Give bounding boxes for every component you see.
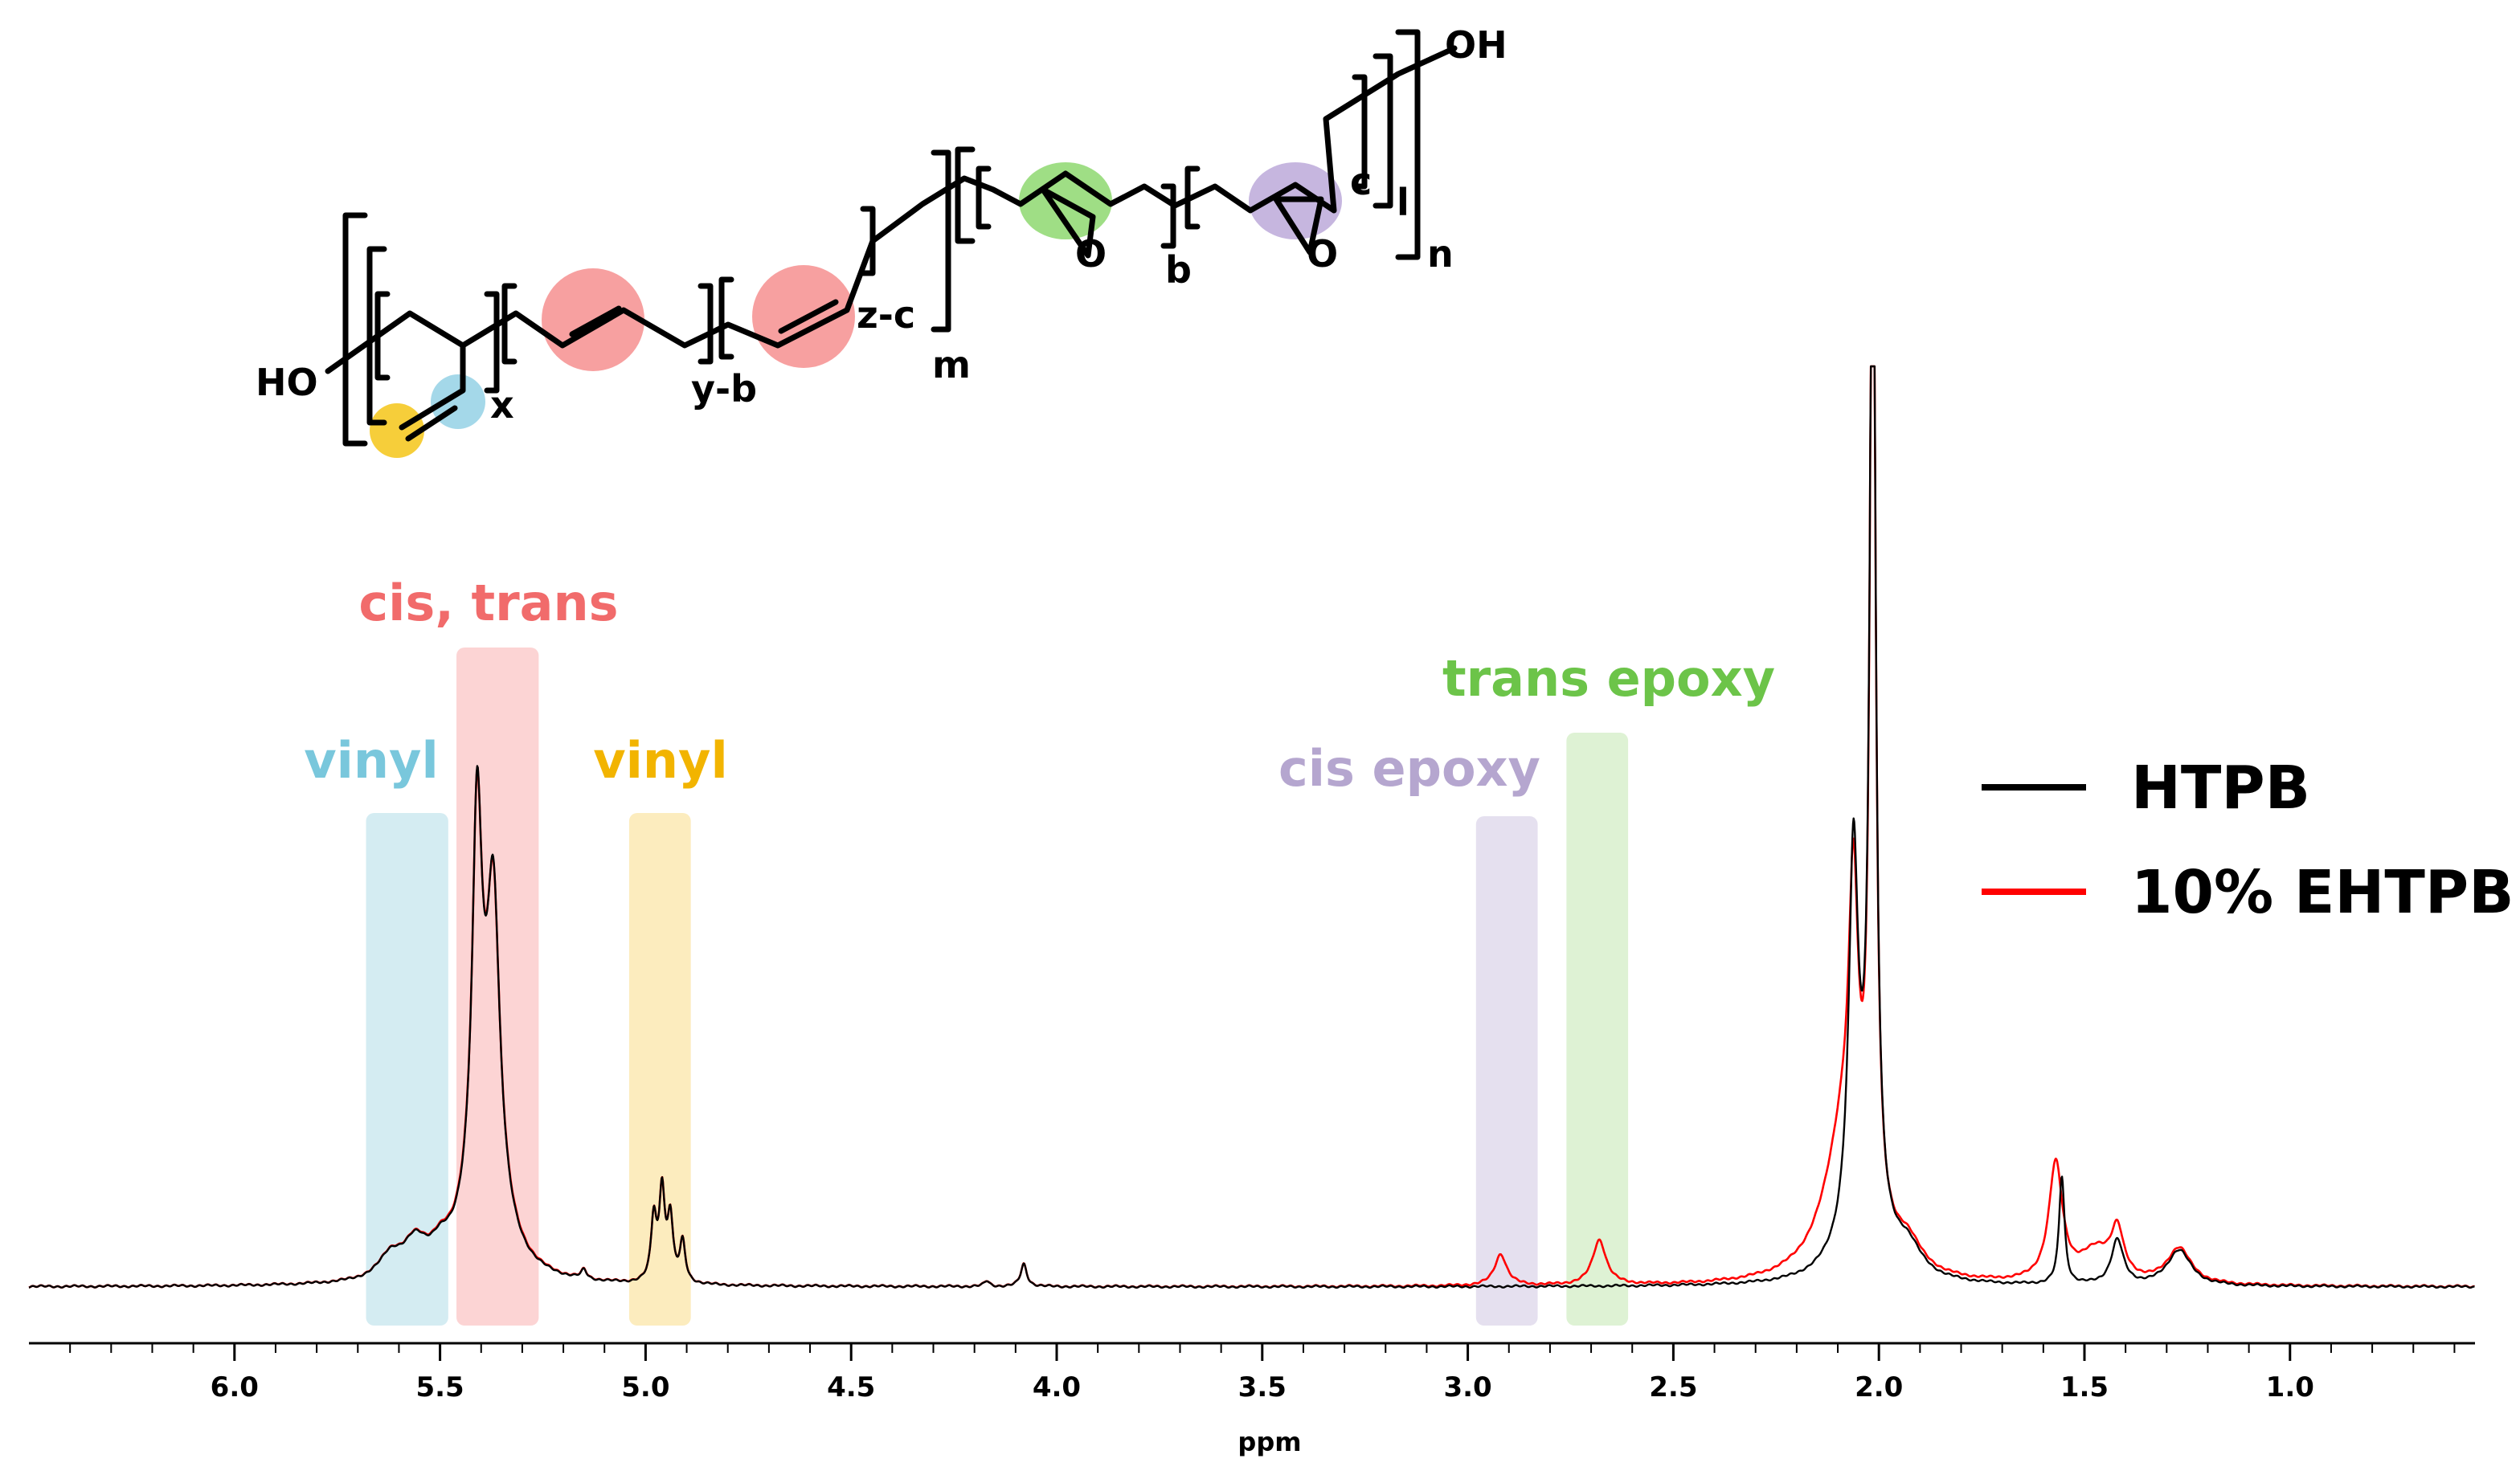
band-label-cis-epoxy: cis epoxy bbox=[1278, 739, 1540, 798]
subscript-c-label: c bbox=[1350, 160, 1372, 203]
ehtpb-structure-diagram: HO OH x y-b z-c m b c l n O O bbox=[256, 23, 1508, 458]
spectrum-series bbox=[28, 365, 2475, 1289]
highlight-band-trans-epoxy bbox=[1566, 733, 1629, 1326]
subscript-x-label: x bbox=[490, 383, 514, 427]
epoxide-oxygen-label-1: O bbox=[1075, 232, 1107, 276]
series-line-htpb bbox=[28, 365, 2475, 1289]
subscript-b-label: b bbox=[1165, 248, 1192, 292]
x-tick-label-6.0: 6.0 bbox=[211, 1371, 259, 1403]
bracket-l-right bbox=[1372, 53, 1393, 209]
vinyl-side-chain bbox=[399, 342, 466, 431]
hydroxyl-left-label: HO bbox=[256, 361, 318, 404]
bracket-b-left bbox=[976, 165, 992, 230]
bracket-b-right bbox=[1160, 183, 1176, 249]
highlight-bands bbox=[366, 648, 1629, 1326]
polymer-backbone bbox=[325, 45, 1458, 374]
bracket-l-left bbox=[955, 146, 976, 244]
bracket-c-right bbox=[1352, 74, 1368, 190]
x-axis: 6.0 5.5 5.0 4.5 4.0 3.5 3.0 2.5 2.0 1.5 1.0 ppm bbox=[29, 1342, 2475, 1457]
x-tick-label-5.0: 5.0 bbox=[621, 1371, 669, 1403]
vinyl-end-highlight bbox=[370, 403, 424, 458]
bracket-m-right bbox=[931, 149, 951, 333]
subscript-n-label: n bbox=[1427, 232, 1454, 276]
alkene-double-bond-2 bbox=[778, 299, 839, 334]
x-axis-ticks: 6.0 5.5 5.0 4.5 4.0 3.5 3.0 2.5 2.0 1.5 1.0 bbox=[69, 1343, 2456, 1403]
bracket-n-right bbox=[1395, 29, 1421, 260]
highlight-band-vinyl bbox=[366, 813, 448, 1326]
x-tick-label-1.0: 1.0 bbox=[2266, 1371, 2314, 1403]
cis-epoxide-ring bbox=[1273, 196, 1324, 255]
x-tick-label-3.0: 3.0 bbox=[1443, 1371, 1491, 1403]
trans-epoxide-ring bbox=[1040, 186, 1096, 259]
subscript-zc-label: z-c bbox=[857, 293, 915, 337]
subscript-m-label: m bbox=[932, 343, 971, 386]
x-axis-title: ppm bbox=[1238, 1427, 1301, 1457]
nmr-spectrum-chart: vinyl cis, trans vinyl cis epoxy trans epoxy… bbox=[28, 365, 2514, 1457]
band-label-vinyl: vinyl bbox=[593, 731, 727, 790]
highlight-band-vinyl bbox=[628, 813, 691, 1326]
x-tick-label-2.0: 2.0 bbox=[1855, 1371, 1903, 1403]
band-labels: vinyl cis, trans vinyl cis epoxy trans epoxy bbox=[304, 574, 1775, 798]
bracket-yb-left bbox=[501, 283, 518, 365]
vinyl-double-bond bbox=[405, 405, 458, 442]
x-tick-label-4.5: 4.5 bbox=[827, 1371, 875, 1403]
legend-label-10-ehtpb: 10% EHTPB bbox=[2131, 858, 2514, 927]
bracket-x-right bbox=[484, 291, 500, 394]
x-tick-label-5.5: 5.5 bbox=[415, 1371, 464, 1403]
x-tick-label-1.5: 1.5 bbox=[2060, 1371, 2109, 1403]
x-tick-label-4.0: 4.0 bbox=[1033, 1371, 1081, 1403]
hydroxyl-right-label: OH bbox=[1445, 23, 1508, 67]
band-label-vinyl: vinyl bbox=[304, 731, 438, 790]
alkene-double-bond-1 bbox=[569, 305, 622, 337]
subscript-yb-label: y-b bbox=[691, 367, 757, 411]
legend-label-htpb: HTPB bbox=[2131, 754, 2310, 823]
band-label-trans-epoxy: trans epoxy bbox=[1442, 649, 1775, 708]
band-label-cis-trans: cis, trans bbox=[358, 574, 618, 632]
highlight-band-cis-epoxy bbox=[1475, 816, 1538, 1326]
bracket-n-left bbox=[342, 212, 368, 447]
highlight-band-cis-trans bbox=[456, 648, 539, 1326]
x-tick-label-2.5: 2.5 bbox=[1649, 1371, 1697, 1403]
epoxide-oxygen-label-2: O bbox=[1307, 232, 1338, 276]
bracket-zc-left bbox=[718, 276, 734, 360]
bracket-yb-right bbox=[698, 283, 714, 365]
subscript-l-label: l bbox=[1397, 181, 1409, 224]
legend: HTPB 10% EHTPB bbox=[1982, 754, 2514, 927]
bracket-m-left bbox=[366, 246, 387, 426]
x-tick-label-3.5: 3.5 bbox=[1238, 1371, 1287, 1403]
